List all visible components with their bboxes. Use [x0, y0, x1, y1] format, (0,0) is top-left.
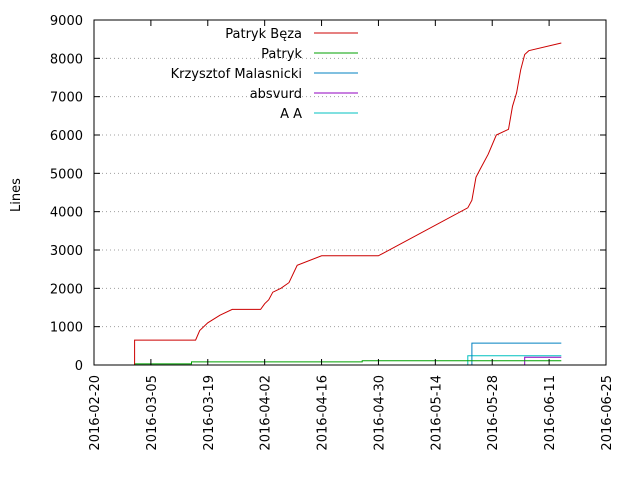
y-tick-label: 1000 [50, 321, 83, 336]
tick-labels: 0 1000 2000 3000 4000 5000 6000 7000 8000 9000 201… [50, 14, 615, 451]
y-axis-label: Lines [9, 178, 24, 212]
y-tick-label: 7000 [50, 91, 83, 106]
y-tick-label: 6000 [50, 129, 83, 144]
y-tick-label: 2000 [50, 282, 83, 297]
series-line-patryk-be-za [134, 42, 562, 365]
legend: Patryk Bęza Patryk Krzysztof Malasnicki abs… [171, 27, 358, 122]
legend-label: Krzysztof Malasnicki [171, 67, 302, 82]
legend-label: Patryk Bęza [225, 27, 302, 42]
y-tick-label: 3000 [50, 244, 83, 259]
y-tick-label: 5000 [50, 167, 83, 182]
legend-label: A A [280, 107, 302, 122]
grid [94, 57, 606, 328]
series-line-krzysztof-malasnicki [471, 342, 562, 365]
series-lines [134, 42, 562, 365]
x-tick-label: 2016-04-16 [316, 375, 331, 451]
x-tick-label: 2016-05-28 [486, 375, 501, 451]
series-line-patryk [134, 360, 562, 365]
series-line-a-a [467, 355, 562, 365]
series-line-absvurd [524, 356, 562, 365]
x-tick-label: 2016-04-02 [259, 375, 274, 451]
x-tick-label: 2016-06-11 [543, 375, 558, 451]
axis-ticks [93, 19, 607, 366]
x-tick-label: 2016-03-19 [202, 375, 217, 451]
y-tick-label: 8000 [50, 52, 83, 67]
y-tick-label: 4000 [50, 206, 83, 221]
legend-label: Patryk [261, 47, 302, 62]
y-tick-label: 9000 [50, 14, 83, 29]
x-tick-label: 2016-04-30 [372, 375, 387, 451]
x-tick-label: 2016-03-05 [145, 375, 160, 451]
x-tick-label: 2016-05-14 [429, 375, 444, 451]
x-tick-label: 2016-02-20 [88, 375, 103, 451]
plot-frame [93, 19, 607, 366]
y-tick-label: 0 [75, 359, 83, 374]
x-tick-label: 2016-06-25 [600, 375, 615, 451]
legend-label: absvurd [250, 87, 302, 102]
